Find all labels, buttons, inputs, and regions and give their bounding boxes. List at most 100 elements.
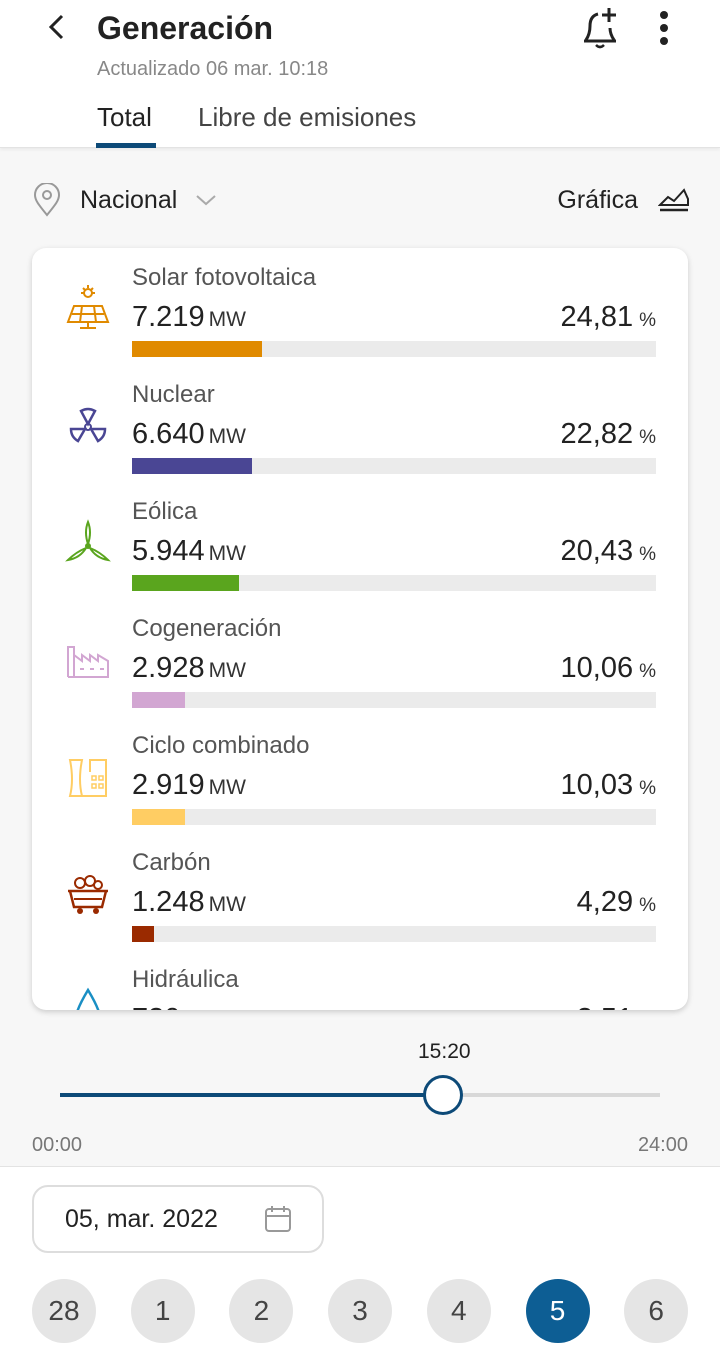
- coal-cart-icon: [68, 875, 108, 914]
- source-value: 7.219 MW: [132, 301, 246, 334]
- source-row[interactable]: Hidráulica 730MW 2,51%: [32, 950, 688, 1010]
- share-bar-fill: [132, 692, 185, 708]
- active-tab-indicator: [96, 143, 156, 148]
- percent-unit: %: [639, 778, 656, 799]
- source-name: Eólica: [132, 498, 198, 525]
- tab-libre-de-emisiones[interactable]: Libre de emisiones: [198, 102, 417, 132]
- percent-value: 4,29: [576, 886, 634, 918]
- time-slider-progress: [60, 1093, 444, 1097]
- share-bar-fill: [132, 809, 185, 825]
- day-chip[interactable]: 28: [32, 1279, 96, 1343]
- location-pin-icon: [33, 183, 61, 217]
- share-bar-fill: [132, 926, 155, 942]
- app-header: Generación Actualizado 06 mar. 10:18 Tot…: [0, 0, 720, 148]
- percent-unit: %: [639, 310, 656, 331]
- power-unit: MW: [208, 659, 246, 682]
- updated-timestamp: Actualizado 06 mar. 10:18: [97, 58, 329, 80]
- source-percent: 2,51%: [577, 1003, 656, 1010]
- day-chip[interactable]: 3: [328, 1279, 393, 1343]
- water-drop-icon: [76, 987, 100, 1010]
- source-name: Ciclo combinado: [132, 732, 310, 759]
- calendar-icon: [265, 1206, 291, 1232]
- source-value: 1.248 MW: [132, 886, 246, 919]
- source-percent: 20,43%: [561, 535, 656, 568]
- percent-value: 24,81: [560, 301, 634, 333]
- source-row[interactable]: Solar fotovoltaica 7.219 MW 24,81%: [32, 248, 688, 365]
- source-value: 730MW: [132, 1003, 222, 1010]
- source-percent: 22,82%: [561, 418, 656, 451]
- chart-view-label: Gráfica: [557, 185, 638, 214]
- source-value: 6.640 MW: [132, 418, 246, 451]
- share-bar-fill: [132, 575, 240, 591]
- power-value: 7.219: [132, 301, 205, 333]
- chevron-down-icon: [196, 195, 216, 206]
- power-unit: MW: [208, 776, 246, 799]
- wind-turbine-icon: [65, 519, 111, 562]
- share-bar-track: [132, 458, 656, 474]
- source-row[interactable]: Nuclear 6.640 MW 22,82%: [32, 365, 688, 482]
- power-unit: MW: [208, 308, 246, 331]
- percent-unit: %: [639, 427, 656, 448]
- source-row[interactable]: Carbón 1.248 MW 4,29%: [32, 833, 688, 950]
- power-value: 1.248: [132, 886, 205, 918]
- percent-unit: %: [639, 661, 656, 682]
- power-unit: MW: [208, 425, 246, 448]
- source-value: 5.944 MW: [132, 535, 246, 568]
- day-chip[interactable]: 4: [426, 1279, 491, 1343]
- day-chip[interactable]: 1: [130, 1279, 195, 1343]
- percent-unit: %: [639, 895, 656, 916]
- power-plant-icon: [68, 759, 107, 797]
- source-value: 2.919 MW: [132, 769, 246, 802]
- power-unit: MW: [208, 542, 246, 565]
- time-start-label: 00:00: [32, 1134, 83, 1156]
- power-value: 6.640: [132, 418, 205, 450]
- source-name: Hidráulica: [132, 966, 239, 993]
- percent-value: 20,43: [560, 535, 634, 567]
- percent-value: 10,06: [560, 652, 634, 684]
- time-slider-thumb[interactable]: [423, 1075, 464, 1115]
- day-chip[interactable]: 2: [229, 1279, 294, 1343]
- source-name: Carbón: [132, 849, 211, 876]
- source-percent: 10,03%: [561, 769, 656, 802]
- date-label: 05, mar. 2022: [65, 1204, 218, 1233]
- share-bar-track: [132, 575, 656, 591]
- share-bar-track: [132, 809, 656, 825]
- day-chip[interactable]: 5: [525, 1279, 590, 1343]
- power-value: 730: [132, 1003, 180, 1010]
- area-chart-icon: [658, 188, 689, 212]
- source-percent: 24,81%: [561, 301, 656, 334]
- percent-value: 2,51: [577, 1003, 633, 1010]
- source-name: Cogeneración: [132, 615, 282, 642]
- percent-unit: %: [639, 544, 656, 565]
- source-row[interactable]: Cogeneración 2.928 MW 10,06%: [32, 599, 688, 716]
- time-slider-track[interactable]: [60, 1093, 660, 1097]
- source-name: Solar fotovoltaica: [132, 264, 317, 291]
- share-bar-track: [132, 341, 656, 357]
- date-picker-button[interactable]: 05, mar. 2022: [32, 1185, 324, 1253]
- nuclear-icon: [69, 407, 107, 443]
- source-row[interactable]: Ciclo combinado 2.919 MW 10,03%: [32, 716, 688, 833]
- power-value: 2.928: [132, 652, 205, 684]
- region-label: Nacional: [80, 185, 178, 214]
- solar-panel-icon: [66, 285, 110, 329]
- more-options-icon[interactable]: [650, 8, 678, 48]
- region-selector[interactable]: Nacional: [32, 180, 217, 220]
- power-value: 2.919: [132, 769, 205, 801]
- generation-sources-list[interactable]: Solar fotovoltaica 7.219 MW 24,81% Nuclea…: [32, 248, 688, 1010]
- page-title: Generación: [97, 10, 274, 46]
- tab-total[interactable]: Total: [97, 102, 152, 132]
- factory-icon: [67, 646, 109, 678]
- day-chip[interactable]: 6: [624, 1279, 689, 1343]
- source-row[interactable]: Eólica 5.944 MW 20,43%: [32, 482, 688, 599]
- add-alert-bell-icon[interactable]: [578, 4, 622, 50]
- back-arrow-icon[interactable]: [40, 10, 74, 44]
- source-name: Nuclear: [132, 381, 215, 408]
- percent-value: 10,03: [560, 769, 634, 801]
- share-bar-fill: [132, 341, 262, 357]
- time-end-label: 24:00: [637, 1134, 688, 1156]
- source-percent: 10,06%: [561, 652, 656, 685]
- chart-view-button[interactable]: Gráfica: [557, 180, 690, 220]
- source-percent: 4,29%: [577, 886, 656, 919]
- selected-time: 15:20: [418, 1040, 471, 1063]
- percent-value: 22,82: [560, 418, 634, 450]
